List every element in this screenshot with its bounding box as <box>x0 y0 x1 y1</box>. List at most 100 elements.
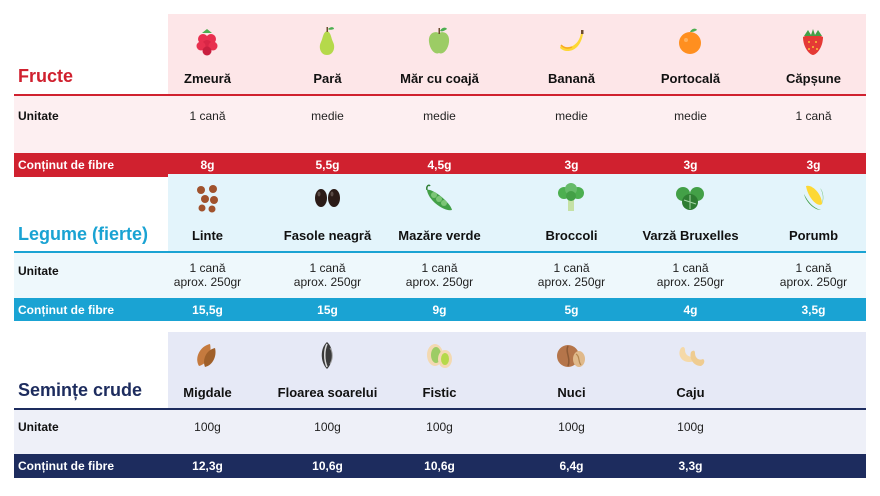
item-unit: 1 cană aprox. 250gr <box>147 261 268 289</box>
item-unit: 1 cană aprox. 250gr <box>267 261 388 289</box>
section-title: Legume (fierte) <box>18 224 149 244</box>
item-unit: 100g <box>267 420 388 434</box>
item-unit: 100g <box>379 420 500 434</box>
fiber-value: 15,5g <box>192 303 223 317</box>
item-unit-line1: 1 cană <box>421 261 458 275</box>
item-unit-line1: medie <box>423 109 456 123</box>
header-background <box>168 14 866 94</box>
item-name: Căpșune <box>786 71 841 86</box>
fiber-value: 3g <box>683 158 698 172</box>
item-unit: 1 cană aprox. 250gr <box>379 261 500 289</box>
fiber-value: 9g <box>432 303 447 317</box>
item-unit-line1: medie <box>311 109 344 123</box>
item-unit: 1 cană <box>753 109 874 123</box>
item-unit-line2: aprox. 250gr <box>173 275 242 289</box>
fiber-row-label: Conținut de fibre <box>18 303 114 317</box>
lentils-icon <box>190 180 224 214</box>
walnut-icon <box>554 338 588 372</box>
item-name: Portocală <box>660 71 721 86</box>
section-divider <box>14 251 866 253</box>
item-name: Floarea soarelui <box>277 385 378 400</box>
item-unit-line2: aprox. 250gr <box>656 275 725 289</box>
cashew-icon <box>673 338 707 372</box>
fiber-value: 6,4g <box>559 459 584 473</box>
item-name: Nuci <box>557 385 586 400</box>
fiber-value: 10,6g <box>424 459 455 473</box>
item-unit: 1 cană aprox. 250gr <box>753 261 874 289</box>
unit-row-label: Unitate <box>18 264 59 278</box>
item-unit-line1: 100g <box>314 420 341 434</box>
item-unit-line1: 100g <box>426 420 453 434</box>
item-unit: 100g <box>511 420 632 434</box>
item-name: Varză Bruxelles <box>642 228 739 243</box>
section-title: Semințe crude <box>18 380 143 400</box>
black-beans-icon <box>310 180 344 214</box>
item-name: Pară <box>313 71 342 86</box>
item-unit-line1: 1 cană <box>189 261 226 275</box>
fiber-value: 3,3g <box>678 459 703 473</box>
item-unit: 100g <box>630 420 751 434</box>
item-name: Mazăre verde <box>398 228 481 243</box>
pistachio-icon <box>422 338 456 372</box>
unit-row-background <box>14 410 866 454</box>
item-unit-line1: medie <box>555 109 588 123</box>
item-unit-line1: medie <box>674 109 707 123</box>
item-unit-line1: 100g <box>558 420 585 434</box>
fiber-value: 10,6g <box>312 459 343 473</box>
fiber-value: 15g <box>317 303 338 317</box>
item-unit: medie <box>379 109 500 123</box>
item-unit-line1: 100g <box>194 420 221 434</box>
header-background <box>168 174 866 251</box>
item-unit: medie <box>630 109 751 123</box>
item-name: Migdale <box>183 385 232 400</box>
almond-icon <box>190 338 224 372</box>
unit-row-background <box>14 253 866 298</box>
fiber-value: 3g <box>806 158 821 172</box>
item-unit: 1 cană <box>147 109 268 123</box>
item-unit-line2: aprox. 250gr <box>293 275 362 289</box>
fiber-row: Conținut de fibre 8g 5,5g 4,5g 3g 3g 3g <box>14 153 866 177</box>
item-name: Broccoli <box>545 228 598 243</box>
apple-icon <box>422 24 456 58</box>
section-title: Fructe <box>18 66 74 86</box>
fiber-value: 8g <box>200 158 215 172</box>
item-name: Fasole neagră <box>283 228 372 243</box>
fiber-value: 4,5g <box>427 158 452 172</box>
fiber-value: 3,5g <box>801 303 826 317</box>
item-unit-line1: 1 cană <box>553 261 590 275</box>
item-unit-line1: 1 cană <box>189 109 226 123</box>
section-divider <box>14 408 866 410</box>
fiber-row-label: Conținut de fibre <box>18 459 114 473</box>
section-1: Legume (fierte) Unitate Linte 1 cană aprox. … <box>0 174 880 321</box>
corn-icon <box>796 180 830 214</box>
fiber-value: 5,5g <box>315 158 340 172</box>
item-unit-line1: 1 cană <box>672 261 709 275</box>
item-unit: medie <box>511 109 632 123</box>
item-name: Porumb <box>788 228 839 243</box>
fiber-row: Conținut de fibre 12,3g 10,6g 10,6g 6,4g 3,3g <box>14 454 866 478</box>
green-peas-icon <box>422 180 456 214</box>
item-unit-line1: 1 cană <box>795 261 832 275</box>
orange-icon <box>673 24 707 58</box>
sunflower-seed-icon <box>310 338 344 372</box>
broccoli-icon <box>554 180 588 214</box>
fiber-value: 12,3g <box>192 459 223 473</box>
fiber-value: 3g <box>564 158 579 172</box>
fiber-value: 5g <box>564 303 579 317</box>
section-2: Semințe crude Unitate Migdale 100g Floarea s… <box>0 332 880 478</box>
fiber-value: 4g <box>683 303 698 317</box>
section-0: Fructe Unitate Zmeură 1 cană Pară medie Măr cu… <box>0 14 880 177</box>
unit-row-label: Unitate <box>18 109 59 123</box>
item-unit-line1: 1 cană <box>309 261 346 275</box>
strawberry-icon <box>796 24 830 58</box>
item-unit: medie <box>267 109 388 123</box>
header-background <box>168 332 866 408</box>
item-unit-line2: aprox. 250gr <box>537 275 606 289</box>
item-unit-line1: 1 cană <box>795 109 832 123</box>
item-unit-line2: aprox. 250gr <box>405 275 474 289</box>
item-name: Linte <box>191 228 224 243</box>
section-divider <box>14 94 866 96</box>
item-name: Zmeură <box>184 71 231 86</box>
unit-row-background <box>14 96 866 153</box>
raspberry-icon <box>190 24 224 58</box>
